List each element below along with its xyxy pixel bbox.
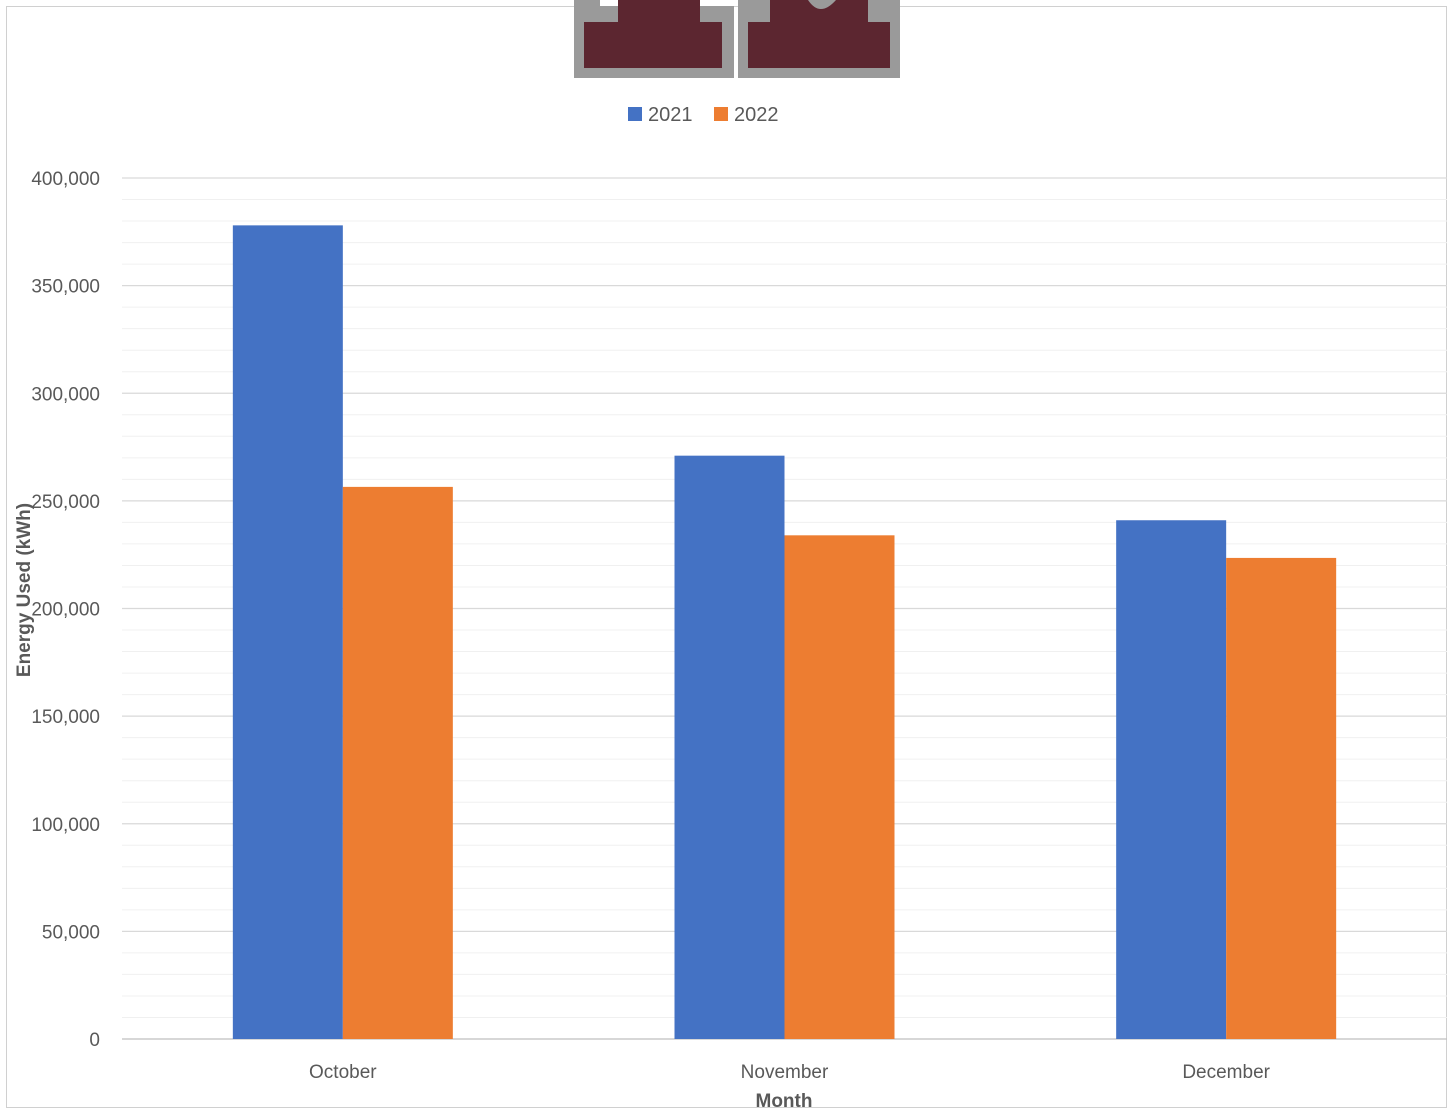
x-axis-title: Month <box>756 1091 813 1112</box>
legend-swatch-2021 <box>628 107 642 121</box>
y-tick-label: 50,000 <box>42 922 100 943</box>
legend-swatch-2022 <box>714 107 728 121</box>
y-tick-label: 250,000 <box>31 492 100 513</box>
x-axis-tick-labels: October November December <box>309 1062 1271 1083</box>
x-tick-label-november: November <box>741 1062 829 1083</box>
y-axis-title: Energy Used (kWh) <box>14 503 35 677</box>
y-tick-label: 350,000 <box>31 277 100 298</box>
legend-label-2022: 2022 <box>734 104 779 126</box>
bar-2021-october <box>232 225 343 1040</box>
bar-2022-october <box>342 486 453 1039</box>
bars <box>232 225 1337 1040</box>
legend: 2021 2022 <box>628 104 779 126</box>
legend-label-2021: 2021 <box>648 104 693 126</box>
y-tick-label: 400,000 <box>31 169 100 190</box>
logo <box>574 0 900 78</box>
bar-2022-november <box>784 535 895 1039</box>
y-tick-label: 200,000 <box>31 600 100 621</box>
y-tick-label: 150,000 <box>31 707 100 728</box>
x-tick-label-december: December <box>1182 1062 1270 1083</box>
y-axis-tick-labels: 0 50,000 100,000 150,000 200,000 250,000 300,0… <box>31 169 100 1051</box>
y-tick-label: 300,000 <box>31 384 100 405</box>
y-tick-label: 0 <box>89 1030 100 1051</box>
bar-2021-november <box>674 455 785 1039</box>
logo-letter-left-inner <box>584 0 722 68</box>
bar-2022-december <box>1226 557 1337 1039</box>
y-tick-label: 100,000 <box>31 815 100 836</box>
logo-letter-right-inner <box>748 0 890 68</box>
x-tick-label-october: October <box>309 1062 377 1083</box>
bar-2021-december <box>1116 520 1227 1039</box>
